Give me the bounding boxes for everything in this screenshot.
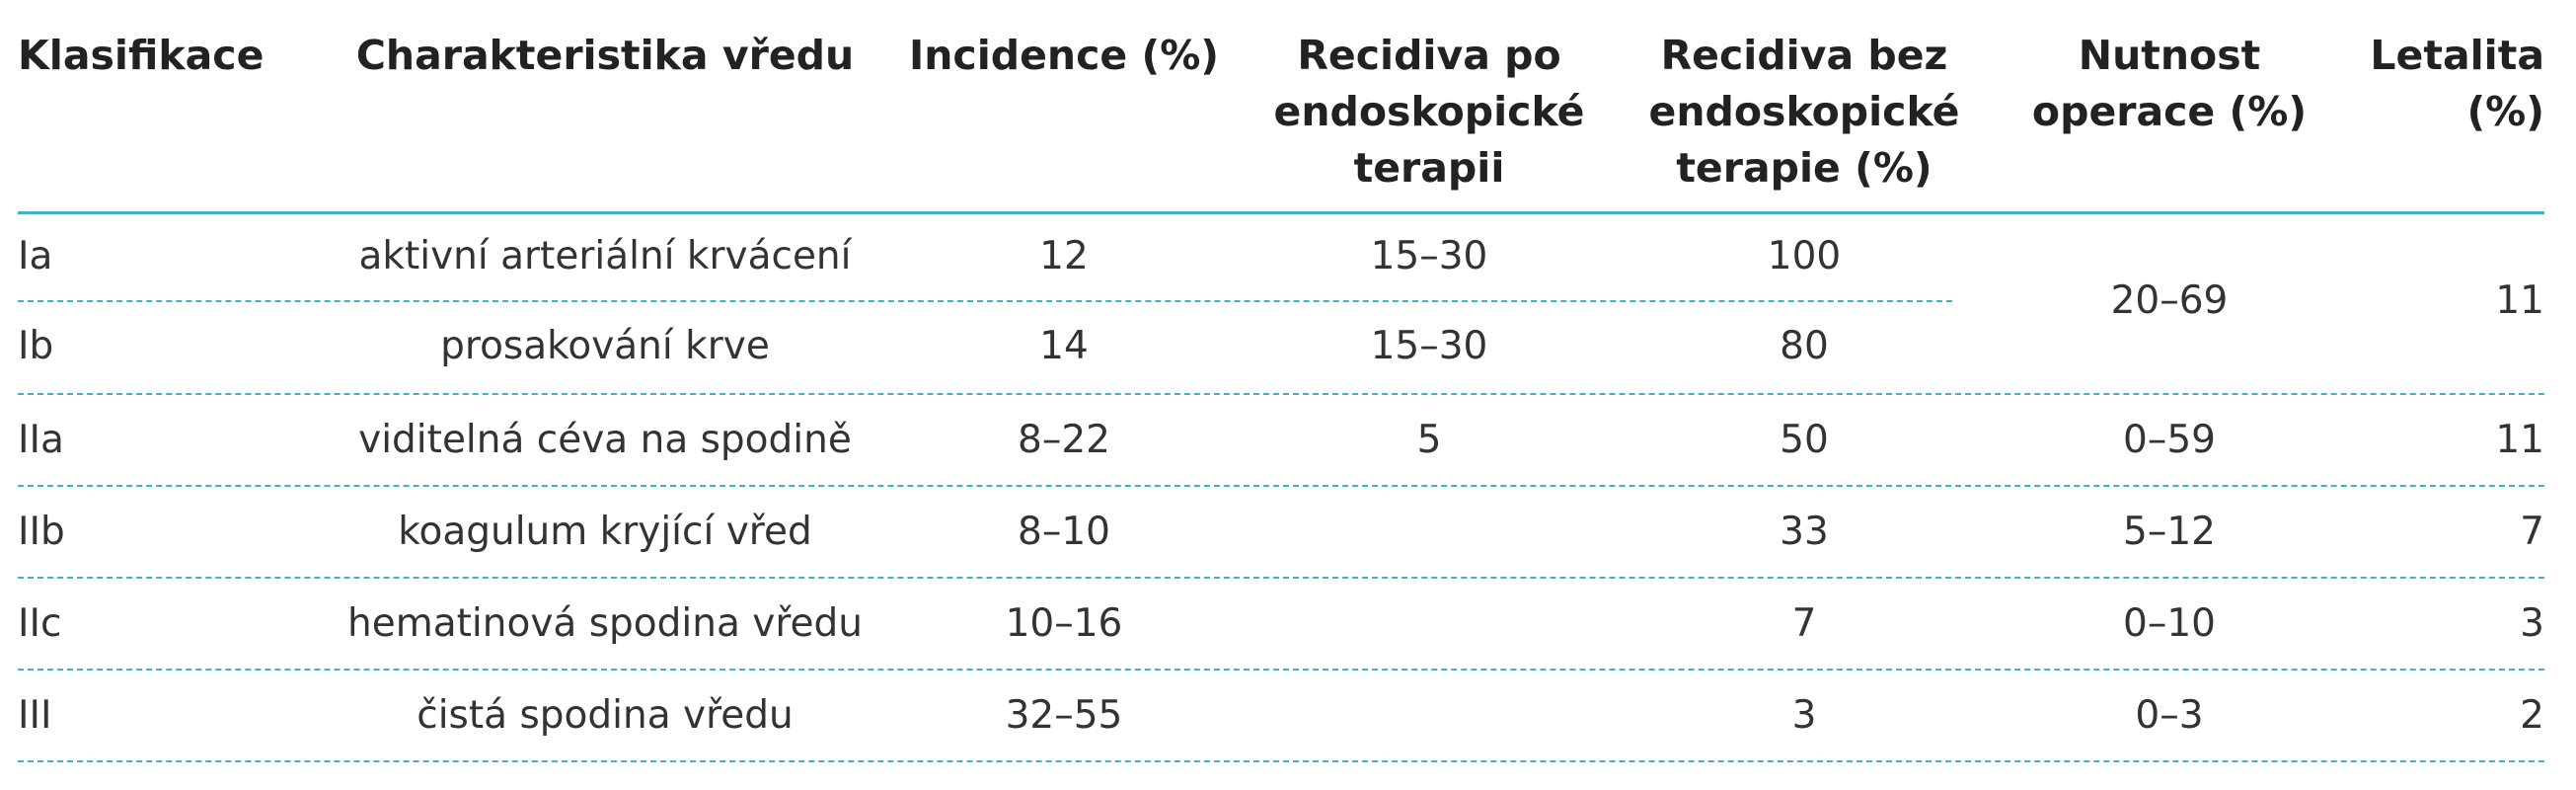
cell-recidiva-po: 5 <box>1416 418 1442 462</box>
cell-klasifikace: Ib <box>18 324 54 368</box>
cell-nutnost: 0–59 <box>2123 418 2216 462</box>
cell-letalita: 2 <box>2520 693 2544 738</box>
cell-recidiva-bez: 80 <box>1780 324 1829 368</box>
cell-incidence: 8–10 <box>1018 510 1110 554</box>
cell-recidiva-po: 15–30 <box>1370 324 1488 368</box>
header-charakteristika: Charakteristika vředu <box>355 32 855 79</box>
cell-letalita: 3 <box>2520 601 2544 646</box>
cell-incidence: 10–16 <box>1005 601 1123 646</box>
cell-charakteristika: hematinová spodina vředu <box>347 601 863 646</box>
header-rule <box>18 211 2544 214</box>
cell-charakteristika: aktivní arteriální krvácení <box>358 234 852 278</box>
cell-klasifikace: IIc <box>18 601 62 646</box>
cell-klasifikace: III <box>18 693 52 738</box>
cell-klasifikace: Ia <box>18 234 53 278</box>
cell-incidence: 14 <box>1039 324 1089 368</box>
row-divider-iib <box>18 577 2544 579</box>
cell-klasifikace: IIb <box>18 510 65 554</box>
row-divider-ib <box>18 393 2544 395</box>
header-recidiva-po: Recidiva po endoskopické terapii <box>1273 32 1585 192</box>
header-letalita: Letalita (%) <box>2370 32 2544 135</box>
cell-recidiva-bez: 3 <box>1791 693 1817 738</box>
row-divider-iia <box>18 485 2544 487</box>
cell-recidiva-bez: 7 <box>1791 601 1817 646</box>
cell-nutnost: 0–3 <box>2135 693 2204 738</box>
cell-recidiva-bez: 50 <box>1780 418 1829 462</box>
cell-nutnost: 0–10 <box>2123 601 2216 646</box>
cell-incidence: 32–55 <box>1005 693 1123 738</box>
cell-letalita: 7 <box>2520 510 2544 554</box>
cell-nutnost-merged: 20–69 <box>2110 278 2229 323</box>
cell-recidiva-bez: 33 <box>1780 510 1829 554</box>
row-divider-iic <box>18 669 2544 671</box>
header-nutnost: Nutnost operace (%) <box>2031 32 2308 135</box>
cell-letalita: 11 <box>2495 418 2544 462</box>
row-divider-ia <box>18 300 1952 302</box>
cell-charakteristika: koagulum kryjící vřed <box>398 510 812 554</box>
header-klasifikace: Klasifikace <box>18 32 265 79</box>
cell-incidence: 8–22 <box>1018 418 1110 462</box>
cell-recidiva-bez: 100 <box>1767 234 1842 278</box>
header-recidiva-bez: Recidiva bez endoskopické terapie (%) <box>1648 32 1960 192</box>
cell-nutnost: 5–12 <box>2123 510 2216 554</box>
cell-charakteristika: prosakování krve <box>440 324 770 368</box>
cell-charakteristika: viditelná céva na spodině <box>358 418 852 462</box>
row-divider-iii <box>18 760 2544 762</box>
header-incidence: Incidence (%) <box>908 32 1220 79</box>
cell-charakteristika: čistá spodina vředu <box>417 693 794 738</box>
cell-klasifikace: IIa <box>18 418 64 462</box>
cell-recidiva-po: 15–30 <box>1370 234 1488 278</box>
cell-incidence: 12 <box>1039 234 1089 278</box>
cell-letalita-merged: 11 <box>2495 278 2544 323</box>
